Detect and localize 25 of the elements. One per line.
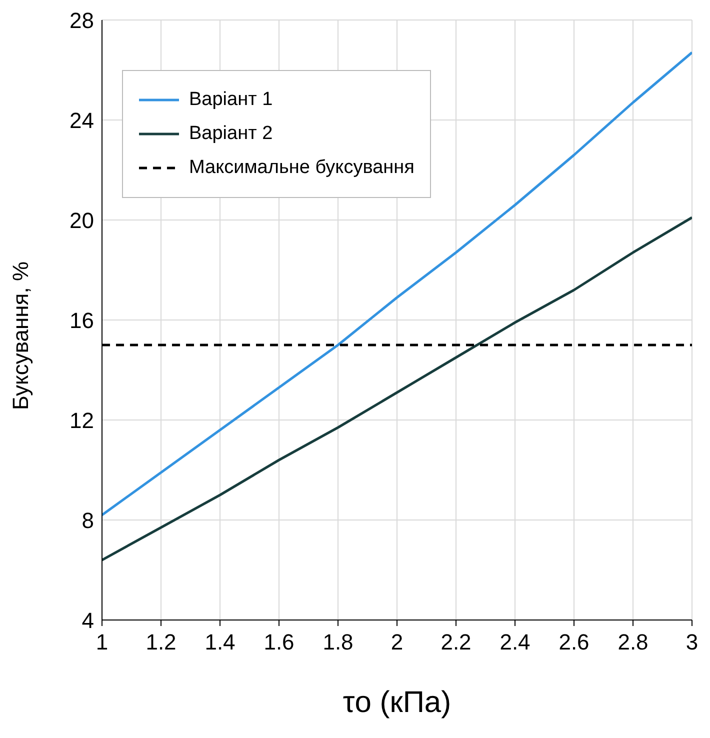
line-series	[102, 216, 692, 562]
x-tick-label: 1.2	[146, 630, 176, 655]
legend-label: Максимальне буксування	[189, 156, 414, 180]
x-tick-label: 1.4	[204, 630, 236, 655]
x-tick-label: 1.6	[264, 630, 294, 655]
y-tick-label: 28	[70, 8, 94, 33]
y-tick-label: 12	[70, 408, 94, 433]
x-tick-label: 2.4	[500, 630, 530, 655]
x-tick-label: 1	[96, 630, 108, 655]
legend-label: Варіант 2	[189, 122, 273, 146]
legend-label: Варіант 1	[189, 88, 273, 112]
x-tick-label: 3	[686, 630, 698, 655]
x-tick-label: 1.8	[322, 630, 354, 655]
y-axis-title: Буксування, %	[8, 262, 33, 410]
y-tick-label: 24	[70, 108, 94, 133]
x-tick-label: 2.8	[618, 630, 648, 655]
y-tick-label: 20	[70, 208, 94, 233]
y-tick-label: 8	[82, 508, 94, 533]
y-tick-label: 16	[70, 308, 94, 333]
x-tick-label: 2	[390, 630, 404, 655]
line-series	[102, 51, 692, 516]
x-tick-label: 2.2	[440, 630, 472, 655]
x-tick-label: 2.6	[558, 630, 590, 655]
y-tick-label: 4	[82, 608, 94, 633]
x-axis-title: τo (кПа)	[342, 686, 452, 719]
